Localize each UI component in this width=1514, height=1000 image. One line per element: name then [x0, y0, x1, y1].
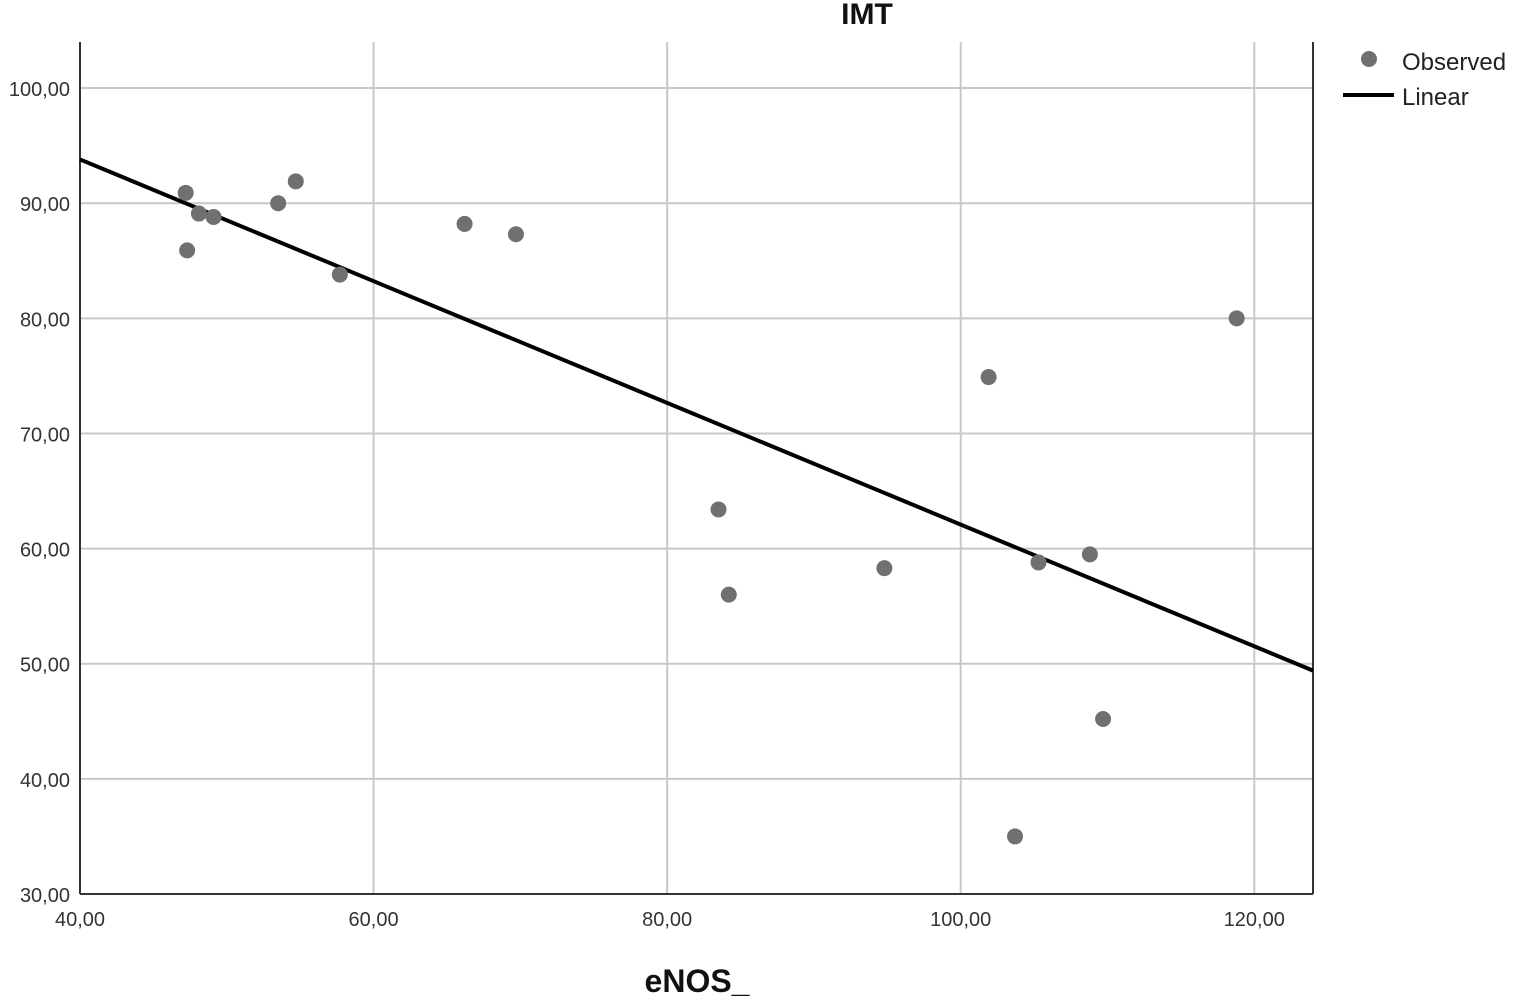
x-gridlines: [372, 42, 1256, 894]
x-axis-title: eNOS_: [645, 963, 751, 999]
x-tick-label: 60,00: [349, 909, 399, 931]
observed-point: [1030, 554, 1047, 571]
observed-point: [1228, 310, 1245, 327]
y-tick-label: 100,00: [9, 79, 70, 101]
observed-point: [456, 215, 473, 232]
observed-point: [876, 560, 893, 577]
linear-fit-line: [79, 157, 1314, 673]
y-gridlines: [80, 87, 1313, 780]
y-tick-label: 70,00: [20, 424, 70, 446]
legend-observed-marker: [1361, 51, 1377, 67]
observed-point: [177, 184, 194, 201]
observed-point: [1081, 546, 1098, 563]
y-tick-label: 30,00: [20, 885, 70, 907]
observed-point: [507, 226, 524, 243]
linear-fit-series: [79, 157, 1314, 673]
x-tick-labels: 40,00 60,00 80,00 100,00 120,00: [55, 909, 1285, 931]
y-tick-label: 90,00: [20, 194, 70, 216]
x-tick-label: 100,00: [930, 909, 991, 931]
legend-observed-label: Observed: [1402, 49, 1506, 76]
observed-point: [179, 242, 196, 259]
observed-point: [287, 173, 304, 190]
x-tick-label: 40,00: [55, 909, 105, 931]
observed-point: [710, 501, 727, 518]
y-tick-label: 80,00: [20, 309, 70, 331]
y-tick-labels: 30,00 40,00 50,00 60,00 70,00 80,00 90,00 100,0…: [9, 79, 70, 907]
observed-point: [205, 209, 222, 226]
legend: Observed Linear: [1343, 49, 1506, 111]
legend-linear-label: Linear: [1402, 84, 1469, 111]
observed-point: [1095, 710, 1112, 727]
y-tick-label: 50,00: [20, 655, 70, 677]
observed-point: [190, 205, 207, 222]
axes: [79, 42, 1314, 895]
observed-point: [980, 369, 997, 386]
observed-point: [1007, 828, 1024, 845]
observed-point: [331, 266, 348, 283]
y-tick-label: 60,00: [20, 540, 70, 562]
x-tick-label: 120,00: [1224, 909, 1285, 931]
x-tick-label: 80,00: [642, 909, 692, 931]
chart-title: IMT: [841, 0, 893, 31]
observed-point: [270, 195, 287, 212]
observed-series: [177, 173, 1245, 845]
y-tick-label: 40,00: [20, 770, 70, 792]
observed-point: [720, 586, 737, 603]
